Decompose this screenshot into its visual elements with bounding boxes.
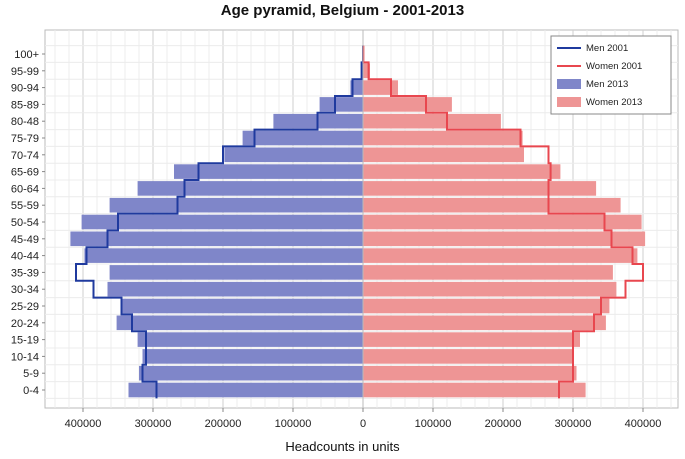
bar-women-2013 xyxy=(363,349,573,364)
y-tick-label: 80-48 xyxy=(11,116,39,128)
chart-title: Age pyramid, Belgium - 2001-2013 xyxy=(220,2,465,19)
bar-men-2013 xyxy=(242,130,363,146)
bar-women-2013 xyxy=(363,332,580,347)
bar-men-2013 xyxy=(350,80,363,95)
x-tick-label: 200000 xyxy=(205,418,242,430)
x-tick-label: 400000 xyxy=(65,418,102,430)
line-women-2001 xyxy=(362,45,644,399)
y-tick-label: 55-59 xyxy=(11,200,39,212)
y-tick-label: 75-79 xyxy=(11,133,39,145)
bar-men-2013 xyxy=(142,349,363,364)
bar-women-2013 xyxy=(363,382,586,398)
legend-swatch-bar xyxy=(557,79,581,89)
y-tick-label: 90-94 xyxy=(11,83,39,95)
bar-women-2013 xyxy=(363,147,524,163)
bar-women-2013 xyxy=(363,365,577,381)
bar-men-2013 xyxy=(109,265,363,280)
bar-women-2013 xyxy=(363,281,617,297)
y-tick-label: 20-24 xyxy=(11,318,39,330)
bar-women-2013 xyxy=(363,214,642,230)
bar-women-2013 xyxy=(363,265,613,280)
bar-men-2013 xyxy=(139,365,363,381)
bar-women-2013 xyxy=(363,181,597,196)
y-tick-label: 95-99 xyxy=(11,66,39,78)
bar-women-2013 xyxy=(363,63,370,79)
bar-women-2013 xyxy=(363,248,638,263)
y-tick-label: 40-44 xyxy=(11,251,39,263)
y-tick-label: 30-34 xyxy=(11,284,39,296)
x-tick-label: 200000 xyxy=(485,418,522,430)
y-tick-label: 60-64 xyxy=(11,183,39,195)
bar-men-2013 xyxy=(128,382,363,398)
y-tick-label: 50-54 xyxy=(11,217,39,229)
bar-men-2013 xyxy=(81,214,363,230)
legend-label: Men 2001 xyxy=(586,43,628,54)
x-axis-label: Headcounts in units xyxy=(285,439,400,454)
y-tick-label: 15-19 xyxy=(11,335,39,347)
legend-swatch-bar xyxy=(557,97,581,107)
line-men-2001 xyxy=(75,45,364,399)
y-tick-label: 25-29 xyxy=(11,301,39,313)
bar-women-2013 xyxy=(363,298,610,314)
bar-men-2013 xyxy=(224,147,363,163)
x-tick-label: 100000 xyxy=(415,418,452,430)
y-tick-label: 70-74 xyxy=(11,150,39,162)
x-tick-label: 300000 xyxy=(555,418,592,430)
y-tick-label: 35-39 xyxy=(11,267,39,279)
legend-label: Men 2013 xyxy=(586,79,628,90)
y-tick-label: 0-4 xyxy=(23,385,39,397)
bar-men-2013 xyxy=(116,315,363,331)
bar-men-2013 xyxy=(70,231,364,247)
x-tick-label: 0 xyxy=(360,418,366,430)
bar-women-2013 xyxy=(363,164,561,179)
x-tick-label: 300000 xyxy=(135,418,172,430)
y-tick-label: 45-49 xyxy=(11,234,39,246)
bar-women-2013 xyxy=(363,231,646,247)
bar-men-2013 xyxy=(107,281,363,297)
bar-women-2013 xyxy=(363,80,398,95)
bar-men-2013 xyxy=(137,332,363,347)
bar-women-2013 xyxy=(363,113,501,129)
bar-men-2013 xyxy=(121,298,363,314)
bar-men-2013 xyxy=(109,197,363,213)
bar-men-2013 xyxy=(137,181,363,196)
y-tick-label: 100+ xyxy=(14,49,39,61)
y-tick-label: 85-89 xyxy=(11,99,39,111)
bar-men-2013 xyxy=(319,97,363,112)
y-tick-label: 65-69 xyxy=(11,167,39,179)
bar-women-2013 xyxy=(363,197,621,213)
bar-men-2013 xyxy=(84,248,364,263)
x-tick-label: 100000 xyxy=(275,418,312,430)
y-tick-label: 10-14 xyxy=(11,351,39,363)
bar-women-2013 xyxy=(363,97,452,112)
x-tick-label: 400000 xyxy=(625,418,662,430)
bar-women-2013 xyxy=(363,315,606,331)
bar-women-2013 xyxy=(363,130,523,146)
legend-label: Women 2001 xyxy=(586,61,642,72)
bar-men-2013 xyxy=(174,164,363,179)
legend-label: Women 2013 xyxy=(586,97,642,108)
y-tick-label: 5-9 xyxy=(23,368,39,380)
